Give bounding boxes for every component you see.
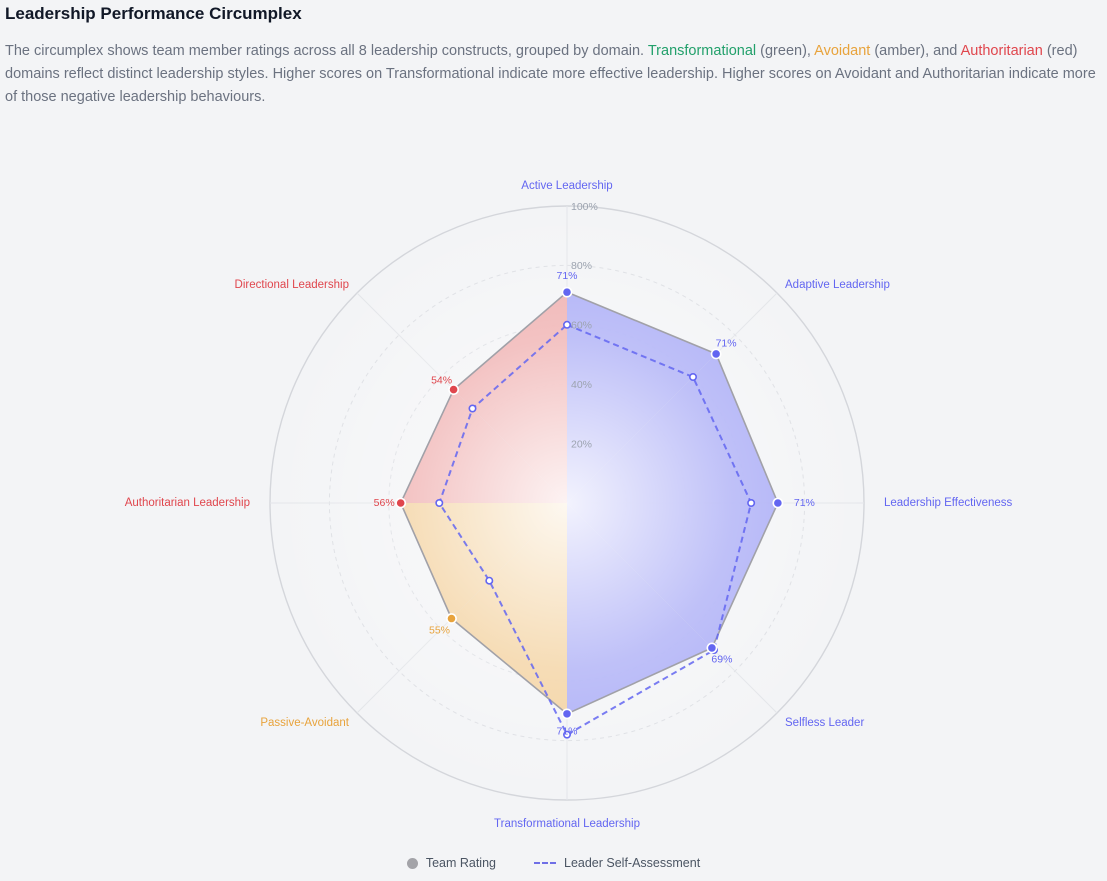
team-rating-point[interactable] [561,708,573,720]
self-assessment-polygon [438,323,753,737]
axis-label: Selfless Leader [785,717,864,729]
team-rating-point[interactable] [772,497,784,509]
self-assessment-point[interactable] [562,730,571,739]
legend-team-rating[interactable]: Team Rating [406,856,496,870]
self-assessment-point[interactable] [747,498,756,507]
self-assessment-point[interactable] [485,576,494,585]
tick-label: 100% [571,201,598,213]
value-label: 71% [716,338,737,350]
self-assessment-point[interactable] [689,372,698,381]
desc-outro: (red) domains reflect distinct leadershi… [5,43,1096,105]
axis-label: Active Leadership [521,180,612,192]
axis-label: Adaptive Leadership [785,279,890,291]
axis-labels: 71% Active Leadership 71% Adaptive Leadersh… [125,180,1013,830]
desc-intro: The circumplex shows team member ratings… [5,43,648,59]
chart-description: The circumplex shows team member ratings… [5,40,1103,109]
data-points [395,286,784,739]
legend-dot-icon [406,857,418,869]
value-label: 69% [711,654,732,666]
team-rating-point[interactable] [706,642,718,654]
chart-legend: Team Rating Leader Self-Assessment [0,856,1107,870]
axis-label: Leadership Effectiveness [884,497,1013,509]
axis-label: Authoritarian Leadership [125,497,250,509]
transformational-word: Transformational [647,43,757,59]
team-rating-point[interactable] [710,348,722,360]
team-rating-point[interactable] [448,384,459,395]
legend-team-label: Team Rating [425,856,496,870]
value-label: 71% [794,497,815,509]
axis-label: Directional Leadership [235,279,349,291]
tick-label: 80% [571,260,592,272]
legend-self-assessment[interactable]: Leader Self-Assessment [534,856,700,870]
value-label: 71% [556,726,577,738]
legend-self-label: Leader Self-Assessment [564,856,701,870]
desc-amber-note: (amber), and [870,43,961,59]
value-label: 71% [556,270,577,282]
self-assessment-point[interactable] [562,320,571,329]
value-label: 56% [374,497,395,509]
page-title: Leadership Performance Circumplex [5,4,302,23]
self-assessment-point[interactable] [468,404,477,413]
self-assessment-line [438,323,753,737]
tick-label: 40% [571,379,592,391]
value-label: 54% [431,374,452,386]
axis-label: Passive-Avoidant [260,717,349,729]
self-assessment-point[interactable] [435,498,444,507]
team-rating-point[interactable] [561,286,573,298]
tick-label: 20% [571,438,592,450]
legend-dash-icon [534,862,556,864]
tick-label: 60% [571,320,592,332]
team-rating-point[interactable] [395,497,407,509]
avoidant-word: Avoidant [814,43,871,59]
team-rating-point[interactable] [446,613,457,624]
radial-tick-labels: 20% 40% 60% 80% 100% [571,201,598,451]
axis-label: Transformational Leadership [494,818,640,830]
desc-green-note: (green), [756,43,815,59]
authoritarian-word: Authoritarian [960,43,1043,59]
value-label: 55% [429,624,450,636]
radar-chart: 20%40%60%80%100% 71%Active Leadership71%… [125,180,1013,830]
